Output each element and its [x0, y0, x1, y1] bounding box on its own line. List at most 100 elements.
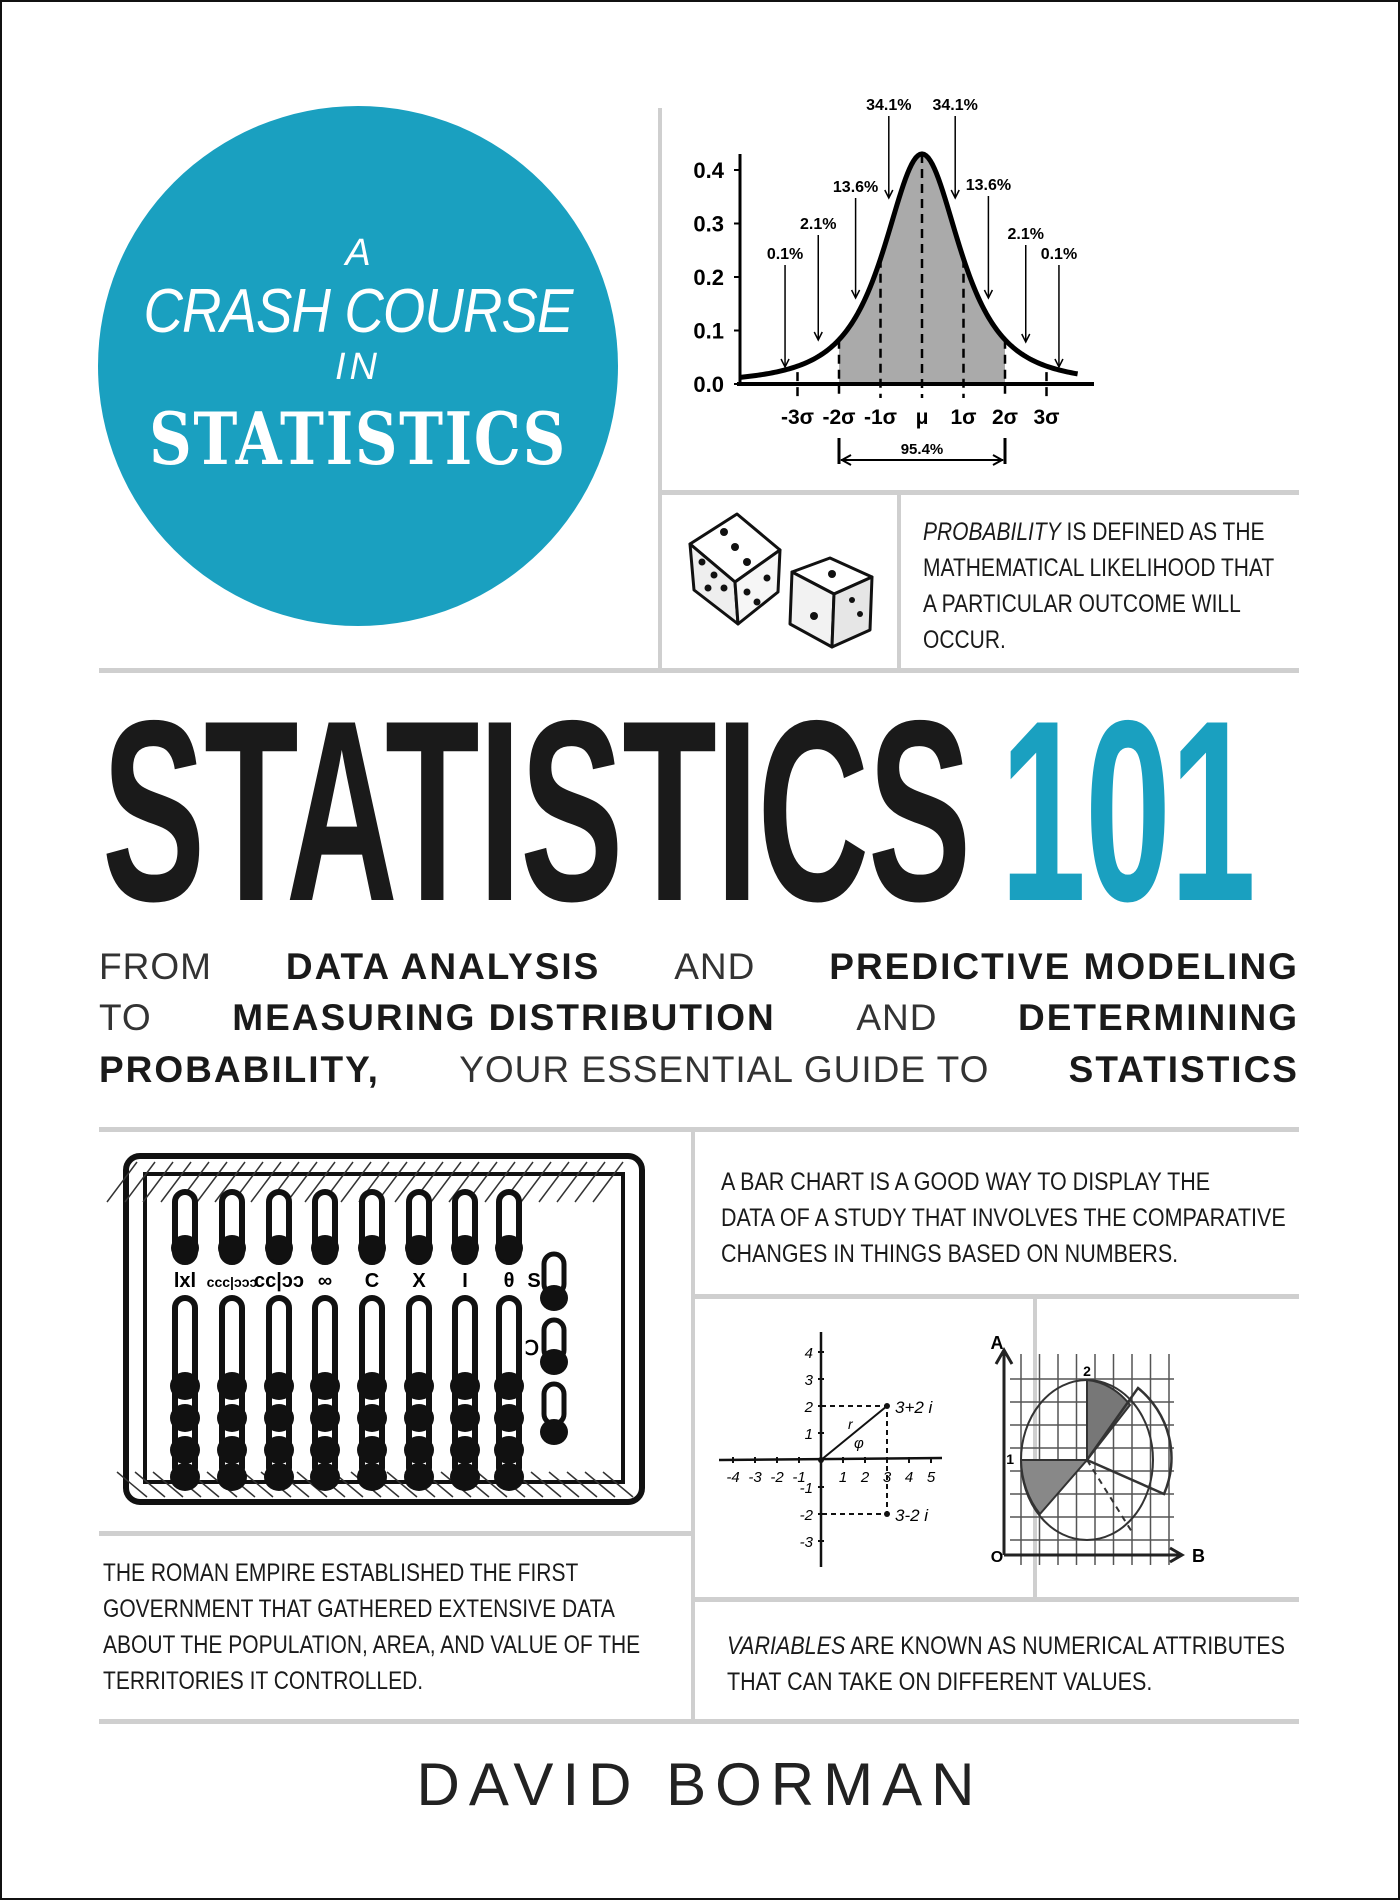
hatching: [250, 1161, 282, 1203]
hatching: [484, 1161, 516, 1203]
badge-line: STATISTICS: [149, 396, 567, 481]
hatching: [124, 1161, 156, 1203]
divider: [695, 1597, 1299, 1602]
crash-course-badge: A CRASH COURSE IN STATISTICS: [98, 106, 618, 626]
x-tick-label: -4: [726, 1469, 739, 1486]
real-axis: [718, 1456, 943, 1462]
radius-label: r: [848, 1416, 854, 1432]
abacus-bead: [357, 1436, 387, 1464]
hatching: [538, 1161, 570, 1203]
hatching: [556, 1161, 588, 1203]
subtitle-phrase: YOUR ESSENTIAL GUIDE TO: [459, 1049, 990, 1090]
abacus-bead: [310, 1463, 340, 1491]
abacus-label: cc|ↄↄ: [254, 1270, 304, 1292]
abacus-bead: [451, 1235, 479, 1261]
divider: [695, 1294, 1299, 1299]
abacus-label: C: [365, 1270, 379, 1292]
abacus-bead: [170, 1404, 200, 1432]
abacus-bead: [310, 1372, 340, 1400]
abacus-label: S: [527, 1270, 540, 1292]
hatching: [214, 1161, 246, 1203]
hatching: [160, 1161, 192, 1203]
divider: [99, 668, 1299, 673]
hatching: [134, 1471, 166, 1498]
x-tick-label: -3: [748, 1469, 762, 1486]
abacus-bead: [405, 1235, 433, 1261]
fact-line: THE ROMAN EMPIRE ESTABLISHED THE FIRST: [103, 1559, 579, 1587]
hatching: [386, 1471, 418, 1498]
bell-curve-line: [739, 151, 1079, 380]
arrow-head: [850, 289, 861, 300]
abacus-bead: [264, 1463, 294, 1491]
x-tick-label: 3σ: [1033, 406, 1059, 429]
abacus-bead: [264, 1436, 294, 1464]
hatching: [530, 1471, 562, 1498]
y-tick-label: 0.2: [693, 265, 724, 290]
fact-line: ABOUT THE POPULATION, AREA, AND VALUE OF…: [103, 1631, 641, 1659]
arrow-head: [839, 454, 1005, 466]
fact-emphasis: PROBABILITY: [923, 518, 1061, 546]
radius-line: [820, 1405, 888, 1461]
area-label: 13.6%: [833, 179, 878, 196]
hatching: [152, 1471, 184, 1498]
abacus-bead: [494, 1436, 524, 1464]
arrow-head: [813, 331, 823, 342]
abacus-bead: [170, 1463, 200, 1491]
subtitle-phrase: PREDICTIVE MODELING: [829, 946, 1299, 987]
hatching: [242, 1471, 274, 1498]
fact-line: IS DEFINED AS THE: [1066, 518, 1265, 546]
x-tick-label: 4: [905, 1469, 913, 1486]
y-tick-label: 0.4: [693, 158, 724, 183]
y-tick-label: 3: [805, 1372, 814, 1389]
badge-line: IN: [335, 346, 381, 388]
badge-line: CRASH COURSE: [143, 277, 573, 346]
abacus-bead: [540, 1349, 568, 1375]
fact-line: OCCUR.: [923, 626, 1006, 654]
point: [884, 1511, 890, 1517]
hatching: [304, 1161, 336, 1203]
abacus-bead: [450, 1372, 480, 1400]
area-label: 34.1%: [933, 97, 978, 114]
hatched-sector: [1086, 1378, 1132, 1463]
book-title: STATISTICS 101: [102, 682, 1256, 940]
abacus-bead: [540, 1285, 568, 1311]
arrow-head: [1054, 358, 1064, 369]
x-tick-label: -1: [792, 1469, 805, 1486]
x-tick-label: 1: [839, 1469, 847, 1486]
area-label: 13.6%: [966, 177, 1011, 194]
x-tick-label: -1σ: [864, 406, 897, 429]
y-tick-label: -3: [800, 1534, 814, 1551]
hatching: [286, 1161, 318, 1203]
subtitle-phrase: TO: [99, 997, 152, 1038]
abacus-label: ccc|ↄↄↄ: [207, 1274, 258, 1290]
mark-label: 2: [1083, 1363, 1091, 1379]
point: [884, 1403, 890, 1409]
abacus-label: ∞: [318, 1270, 332, 1292]
hatching: [584, 1471, 616, 1498]
x-tick-label: 2σ: [992, 406, 1018, 429]
fact-line: DATA OF A STUDY THAT INVOLVES THE COMPAR…: [721, 1204, 1286, 1232]
b-axis-label: B: [1192, 1546, 1205, 1566]
abacus-bead: [404, 1372, 434, 1400]
subtitle-phrase: STATISTICS: [1068, 1049, 1299, 1090]
arrow-head: [780, 358, 790, 369]
divider: [662, 490, 1299, 495]
subtitle-phrase: DATA ANALYSIS: [285, 946, 601, 987]
fact-line: GOVERNMENT THAT GATHERED EXTENSIVE DATA: [103, 1595, 615, 1623]
fact-line: ARE KNOWN AS NUMERICAL ATTRIBUTES: [850, 1632, 1285, 1660]
abacus-bead: [404, 1463, 434, 1491]
divider: [897, 494, 901, 668]
fact-line: A BAR CHART IS A GOOD WAY TO DISPLAY THE: [721, 1168, 1211, 1196]
abacus-bead: [357, 1372, 387, 1400]
badge-line: A: [345, 232, 371, 274]
hatching: [602, 1471, 634, 1498]
divider: [691, 1132, 695, 1719]
x-tick-label: -3σ: [781, 406, 814, 429]
abacus-bead: [404, 1404, 434, 1432]
abacus-bead: [450, 1463, 480, 1491]
author-name: DAVID BORMAN: [416, 1751, 984, 1818]
abacus-bead: [357, 1404, 387, 1432]
bar-chart-fact: A BAR CHART IS A GOOD WAY TO DISPLAY THE…: [721, 1164, 1286, 1272]
hatching: [340, 1161, 372, 1203]
abacus-bead: [170, 1436, 200, 1464]
